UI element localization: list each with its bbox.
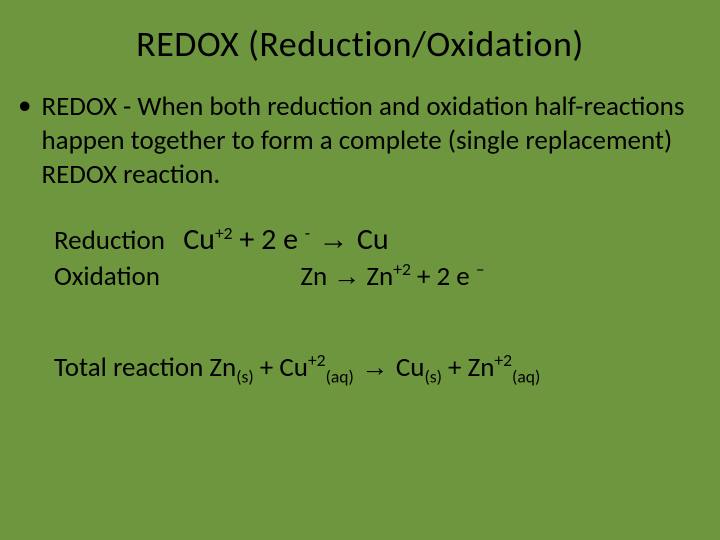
oxidation-lhs: Zn xyxy=(300,260,333,293)
slide-title: REDOX (Reduction/Oxidation) xyxy=(0,0,720,66)
oxidation-pad xyxy=(160,260,300,293)
half-reactions: Reduction Cu+2 + 2 e - → Cu Oxidation Zn… xyxy=(54,220,485,294)
reduction-line: Reduction Cu+2 + 2 e - → Cu xyxy=(54,220,485,259)
total-t2: Cu xyxy=(396,351,425,384)
oxidation-plus-e: + 2 e xyxy=(411,260,476,293)
reduction-species-1: Cu xyxy=(183,221,215,258)
total-sup2: +2 xyxy=(494,349,512,371)
total-t1: Zn xyxy=(209,351,236,384)
oxidation-rhs-sp: Zn xyxy=(360,260,393,293)
oxidation-sup: +2 xyxy=(393,258,411,280)
total-s3: (s) xyxy=(424,365,442,387)
oxidation-label: Oxidation xyxy=(54,260,160,293)
total-plus2: + Zn xyxy=(442,351,494,384)
total-s4: (aq) xyxy=(512,365,540,387)
bullet-marker: • xyxy=(18,90,31,122)
oxidation-line: Oxidation Zn → Zn+2 + 2 e – xyxy=(54,259,485,294)
oxidation-e-super: – xyxy=(476,258,485,280)
reduction-plus-e: + 2 e xyxy=(233,221,305,258)
arrow-icon: → xyxy=(310,223,357,256)
arrow-icon: → xyxy=(333,261,360,291)
total-label: Total reaction xyxy=(54,351,209,384)
arrow-icon: → xyxy=(354,352,396,382)
bullet-row: • REDOX - When both reduction and oxidat… xyxy=(18,90,720,191)
total-s2: (aq) xyxy=(326,365,354,387)
bullet-text: REDOX - When both reduction and oxidatio… xyxy=(41,90,720,191)
total-s1: (s) xyxy=(236,365,254,387)
bullet-block: • REDOX - When both reduction and oxidat… xyxy=(18,90,720,191)
total-sup1: +2 xyxy=(308,349,326,371)
slide: REDOX (Reduction/Oxidation) • REDOX - Wh… xyxy=(0,0,720,540)
reduction-sup-1: +2 xyxy=(215,222,233,244)
total-line: Total reaction Zn(s) + Cu+2(aq) → Cu(s) … xyxy=(54,350,540,385)
reduction-label: Reduction xyxy=(54,224,165,257)
total-plus1: + Cu xyxy=(254,351,308,384)
total-reaction: Total reaction Zn(s) + Cu+2(aq) → Cu(s) … xyxy=(54,350,540,385)
reduction-species-2: Cu xyxy=(357,221,389,258)
